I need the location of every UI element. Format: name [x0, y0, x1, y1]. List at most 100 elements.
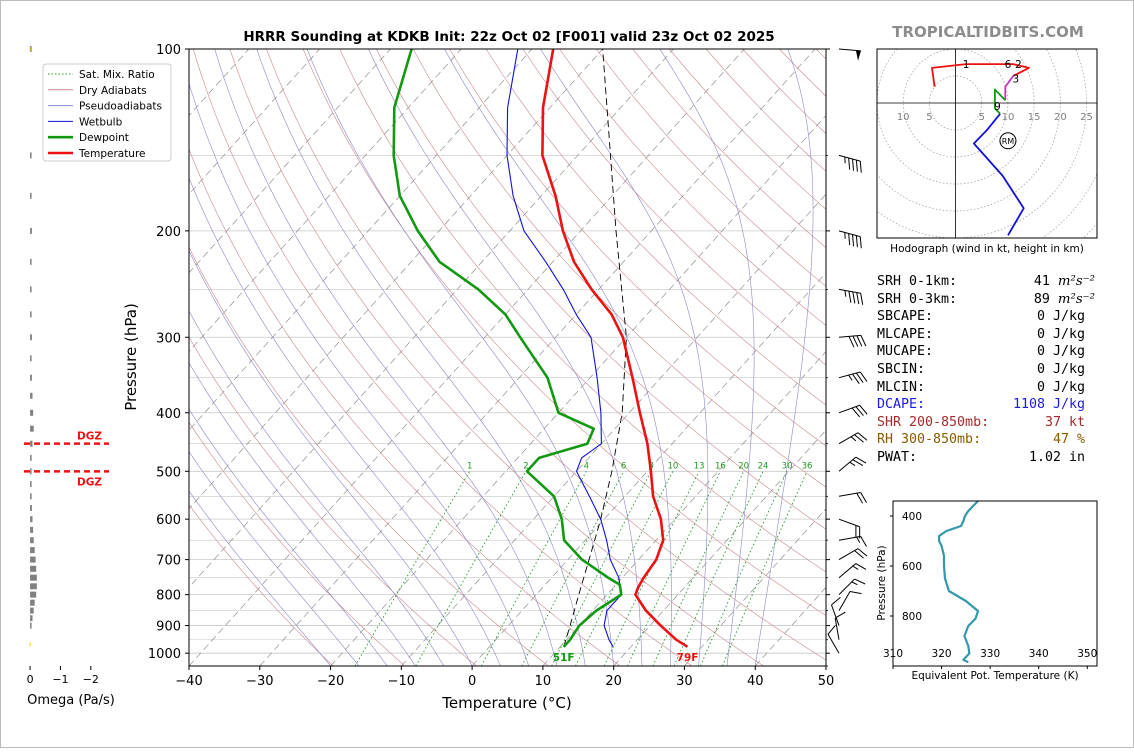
moist-adiabat: [755, 49, 813, 666]
param-value-number: 0 J/kg: [1037, 327, 1085, 342]
thetae-frame: [893, 501, 1097, 666]
surface-dewpoint-label: 51F: [553, 652, 575, 664]
param-row: MLCAPE:0 J/kg: [877, 326, 1097, 344]
thetae-x-axis-label: Equivalent Pot. Temperature (K): [911, 670, 1078, 682]
wind-barb: [839, 404, 867, 423]
omega-bar: [30, 259, 32, 265]
barb-staff: [839, 564, 856, 578]
param-unit: m²s⁻²: [1058, 292, 1095, 307]
legend-label: Pseudoadiabats: [79, 101, 162, 113]
barb-staff: [839, 592, 850, 611]
barb-full: [846, 158, 853, 170]
omega-bar: [30, 441, 32, 447]
barb-full: [850, 235, 857, 247]
omega-bar: [30, 286, 32, 292]
thetae-y-axis-label: Pressure (hPa): [876, 545, 888, 620]
wind-barbs: [826, 49, 867, 653]
param-value-number: 89: [1034, 292, 1050, 307]
omega-bar: [30, 468, 32, 474]
omega-bar: [30, 575, 37, 581]
parcel-trace: [564, 49, 627, 647]
skewt-y-tick-label: 400: [156, 407, 181, 422]
barb-full: [860, 371, 867, 383]
storm-motion-label: RM: [1002, 137, 1015, 146]
skewt-x-tick-label: 10: [535, 674, 552, 689]
omega-bar: [30, 583, 37, 589]
wind-barb: [836, 231, 864, 248]
barb-half: [844, 290, 847, 296]
param-value: 1.02 in: [1029, 449, 1085, 467]
omega-bar: [30, 608, 34, 614]
param-label: MLCIN:: [877, 380, 925, 395]
wind-barb: [839, 576, 865, 602]
legend-label: Wetbulb: [79, 116, 123, 128]
omega-bar: [30, 193, 32, 199]
omega-bar: [30, 516, 32, 522]
omega-bar: [30, 547, 35, 553]
param-label: SBCAPE:: [877, 309, 933, 324]
barb-full: [846, 233, 853, 245]
param-row: SRH 0-1km:41 m²s⁻²: [877, 273, 1097, 291]
mixing-ratio-label: 30: [782, 461, 793, 471]
hodograph-ring-label: 10: [1002, 112, 1015, 123]
omega-bar: [30, 228, 32, 234]
omega-bar: [30, 481, 32, 487]
skewt-x-tick-label: −10: [388, 674, 415, 689]
isotherm-line: [118, 49, 673, 666]
hodograph-height-label: 3: [1012, 74, 1019, 86]
param-row: SBCAPE:0 J/kg: [877, 308, 1097, 326]
omega-bar: [30, 311, 32, 317]
barb-full: [852, 407, 860, 419]
wind-barb: [839, 431, 867, 454]
wind-barb: [830, 597, 849, 625]
barb-staff: [828, 634, 839, 653]
param-value-number: 37 kt: [1045, 415, 1085, 430]
omega-bar: [30, 527, 33, 533]
omega-bar: [30, 152, 32, 158]
mixing-ratio-label: 10: [667, 461, 678, 471]
param-row: MUCAPE:0 J/kg: [877, 343, 1097, 361]
isotherm-line: [189, 49, 744, 666]
skewt-x-tick-label: −40: [175, 674, 202, 689]
param-value: 0 J/kg: [1037, 361, 1085, 379]
mixing-ratio-label: 16: [715, 461, 726, 471]
barb-full: [853, 336, 858, 347]
param-value-number: 47 %: [1053, 432, 1085, 447]
barb-half: [843, 232, 846, 238]
thetae-trace: [939, 501, 978, 662]
omega-bar: [30, 615, 32, 621]
param-label: MUCAPE:: [877, 344, 933, 359]
barb-full: [856, 561, 866, 572]
moist-adiabat: [445, 49, 672, 666]
omega-bar: [30, 393, 32, 399]
barb-pennant: [855, 50, 861, 60]
skewt-x-tick-label: 40: [747, 674, 764, 689]
param-row: SBCIN:0 J/kg: [877, 361, 1097, 379]
barb-staff: [839, 289, 861, 293]
hodograph-height-label: 9: [994, 101, 1001, 113]
skewt-y-tick-label: 700: [156, 554, 181, 569]
thetae-y-tick-label: 600: [902, 561, 922, 573]
omega-bar: [30, 557, 35, 563]
omega-bar: [30, 375, 32, 381]
omega-tick-label: 0: [27, 673, 34, 686]
legend-label: Temperature: [78, 148, 146, 160]
skewt-y-tick-label: 800: [156, 589, 181, 604]
barb-full: [850, 159, 857, 171]
surface-temperature-label: 79F: [677, 652, 699, 664]
temperature-trace: [542, 49, 687, 647]
skewt-y-tick-label: 600: [156, 513, 181, 528]
param-value-number: 0 J/kg: [1037, 362, 1085, 377]
hodograph-ring-label: 5: [926, 112, 932, 123]
skewt-x-tick-label: 30: [676, 674, 693, 689]
mixing-ratio-label: 13: [694, 461, 705, 471]
param-value-number: 0 J/kg: [1037, 380, 1085, 395]
omega-bar: [30, 505, 32, 511]
mixing-ratio-line: [604, 471, 699, 666]
omega-bar: [30, 355, 32, 361]
param-label: SRH 0-3km:: [877, 292, 957, 307]
mixing-ratio-label: 1: [467, 461, 472, 471]
